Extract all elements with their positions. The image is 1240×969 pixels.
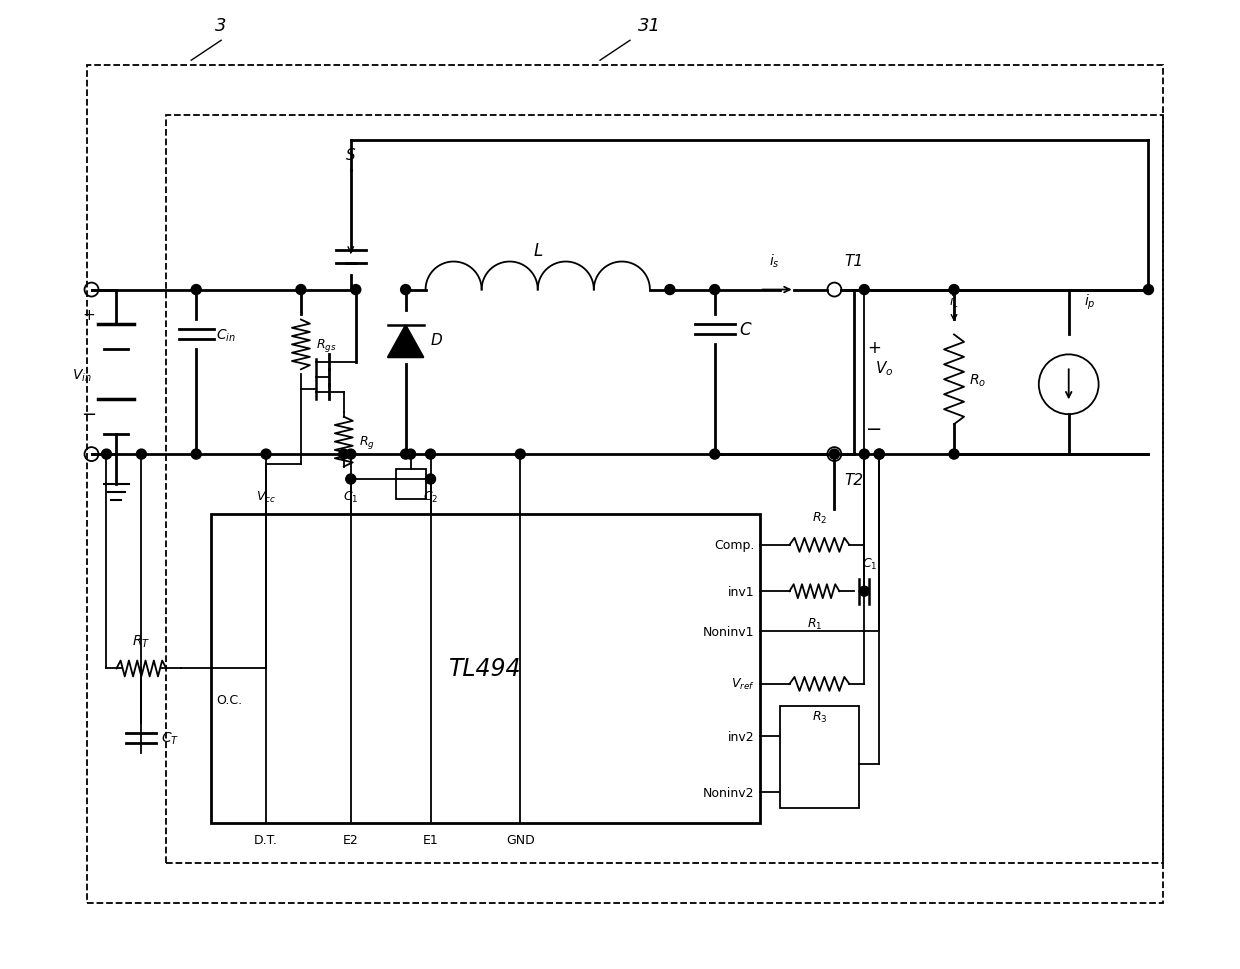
Circle shape [405, 450, 415, 459]
Circle shape [191, 450, 201, 459]
Circle shape [191, 285, 201, 296]
Text: $C_2$: $C_2$ [423, 489, 438, 505]
Text: $R_3$: $R_3$ [812, 709, 827, 724]
Text: L: L [533, 241, 542, 260]
Text: E2: E2 [343, 833, 358, 846]
Text: $V_o$: $V_o$ [875, 359, 894, 377]
Text: $C_{in}$: $C_{in}$ [216, 327, 236, 343]
Circle shape [1143, 285, 1153, 296]
Text: inv2: inv2 [728, 731, 755, 743]
Circle shape [874, 450, 884, 459]
Circle shape [425, 450, 435, 459]
Circle shape [859, 450, 869, 459]
Text: $R_1$: $R_1$ [807, 616, 822, 632]
Text: $C_1$: $C_1$ [862, 556, 877, 572]
Circle shape [346, 475, 356, 484]
Circle shape [401, 450, 410, 459]
Circle shape [351, 285, 361, 296]
Text: $i_L$: $i_L$ [949, 294, 959, 309]
Text: +: + [82, 308, 95, 323]
Text: D: D [430, 332, 443, 348]
Text: $V_{ref}$: $V_{ref}$ [730, 676, 755, 692]
Text: $C_T$: $C_T$ [161, 731, 180, 747]
Text: $R_{g}$: $R_{g}$ [358, 434, 374, 451]
Text: $i_p$: $i_p$ [1084, 293, 1095, 312]
Text: TL494: TL494 [449, 657, 522, 681]
Circle shape [516, 450, 526, 459]
Text: C: C [739, 321, 751, 339]
Text: GND: GND [506, 833, 534, 846]
Text: Noninv1: Noninv1 [703, 625, 755, 639]
Circle shape [346, 450, 356, 459]
Circle shape [949, 285, 959, 296]
Text: S: S [346, 148, 356, 164]
Polygon shape [388, 326, 424, 358]
Circle shape [401, 285, 410, 296]
Text: T2: T2 [844, 473, 863, 487]
Circle shape [296, 285, 306, 296]
Text: 3: 3 [216, 17, 227, 35]
Text: −: − [81, 406, 95, 423]
Circle shape [830, 450, 839, 459]
Circle shape [262, 450, 272, 459]
Text: T1: T1 [844, 253, 863, 268]
Circle shape [949, 450, 959, 459]
Text: $V_{cc}$: $V_{cc}$ [255, 489, 277, 505]
Circle shape [859, 285, 869, 296]
Circle shape [709, 450, 719, 459]
Circle shape [339, 450, 348, 459]
Text: E1: E1 [423, 833, 439, 846]
Text: $V_{in}$: $V_{in}$ [72, 366, 92, 383]
Text: Comp.: Comp. [714, 539, 755, 551]
Circle shape [859, 586, 869, 597]
Text: $C_1$: $C_1$ [343, 489, 358, 505]
Text: 31: 31 [639, 17, 661, 35]
Text: O.C.: O.C. [216, 693, 242, 706]
Text: $R_2$: $R_2$ [812, 511, 827, 525]
Circle shape [425, 475, 435, 484]
Text: +: + [867, 338, 882, 357]
Circle shape [709, 285, 719, 296]
Circle shape [102, 450, 112, 459]
Text: $R_{gs}$: $R_{gs}$ [316, 336, 336, 354]
Circle shape [665, 285, 675, 296]
Text: Noninv2: Noninv2 [703, 786, 755, 798]
Circle shape [874, 450, 884, 459]
Text: inv1: inv1 [728, 585, 755, 598]
Text: $R_o$: $R_o$ [968, 372, 986, 389]
Text: $i_s$: $i_s$ [769, 252, 780, 269]
Text: −: − [866, 420, 883, 439]
Circle shape [136, 450, 146, 459]
Text: $R_T$: $R_T$ [133, 633, 150, 649]
Text: D.T.: D.T. [254, 833, 278, 846]
